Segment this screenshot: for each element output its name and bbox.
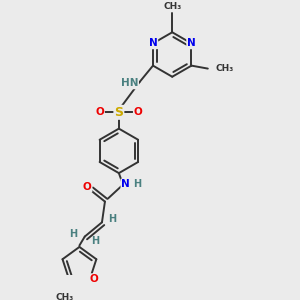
Text: H: H <box>91 236 99 246</box>
Text: N: N <box>148 38 158 48</box>
Text: CH₃: CH₃ <box>215 64 233 73</box>
Text: H: H <box>133 179 141 189</box>
Text: N: N <box>121 179 130 189</box>
Text: HN: HN <box>121 78 138 88</box>
Text: CH₃: CH₃ <box>163 2 182 11</box>
Text: N: N <box>187 38 196 48</box>
Text: H: H <box>109 214 117 224</box>
Text: O: O <box>95 107 104 117</box>
Text: CH₃: CH₃ <box>56 293 74 300</box>
Text: O: O <box>134 107 142 117</box>
Text: S: S <box>114 106 123 119</box>
Text: O: O <box>83 182 92 192</box>
Text: O: O <box>90 274 99 284</box>
Text: H: H <box>69 229 77 238</box>
